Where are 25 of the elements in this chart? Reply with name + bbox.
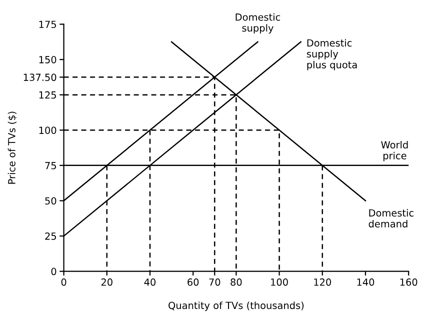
x-tick-label: 80 bbox=[230, 278, 242, 286]
x-tick-label: 70 bbox=[209, 278, 220, 286]
y-tick-label: 0 bbox=[51, 268, 56, 276]
x-tick-label: 120 bbox=[314, 278, 332, 286]
y-tick-label: 50 bbox=[45, 197, 56, 205]
y-tick-label: 75 bbox=[45, 162, 56, 170]
series-label: Domestic supply plus quota bbox=[306, 39, 357, 70]
x-tick-label: 40 bbox=[144, 278, 156, 286]
x-tick-label: 140 bbox=[357, 278, 374, 286]
y-tick-label: 125 bbox=[39, 91, 56, 99]
y-tick-label: 25 bbox=[45, 232, 56, 240]
x-tick-label: 60 bbox=[188, 278, 199, 286]
ref-line-label: World price bbox=[381, 140, 408, 162]
x-axis-title: Quantity of TVs (thousands) bbox=[168, 302, 304, 311]
x-tick-label: 160 bbox=[400, 278, 418, 286]
y-tick-label: 137.50 bbox=[24, 74, 56, 82]
y-axis-title: Price of TVs ($) bbox=[8, 112, 17, 184]
x-tick-label: 20 bbox=[101, 278, 112, 286]
series-label: Domestic supply bbox=[236, 13, 280, 34]
series-label: Domestic demand bbox=[368, 209, 414, 228]
y-tick-label: 100 bbox=[39, 126, 56, 134]
y-tick-label: 175 bbox=[39, 20, 56, 28]
y-tick-label: 150 bbox=[39, 56, 56, 64]
x-tick-label: 100 bbox=[271, 278, 288, 286]
x-tick-label: 0 bbox=[61, 278, 66, 286]
